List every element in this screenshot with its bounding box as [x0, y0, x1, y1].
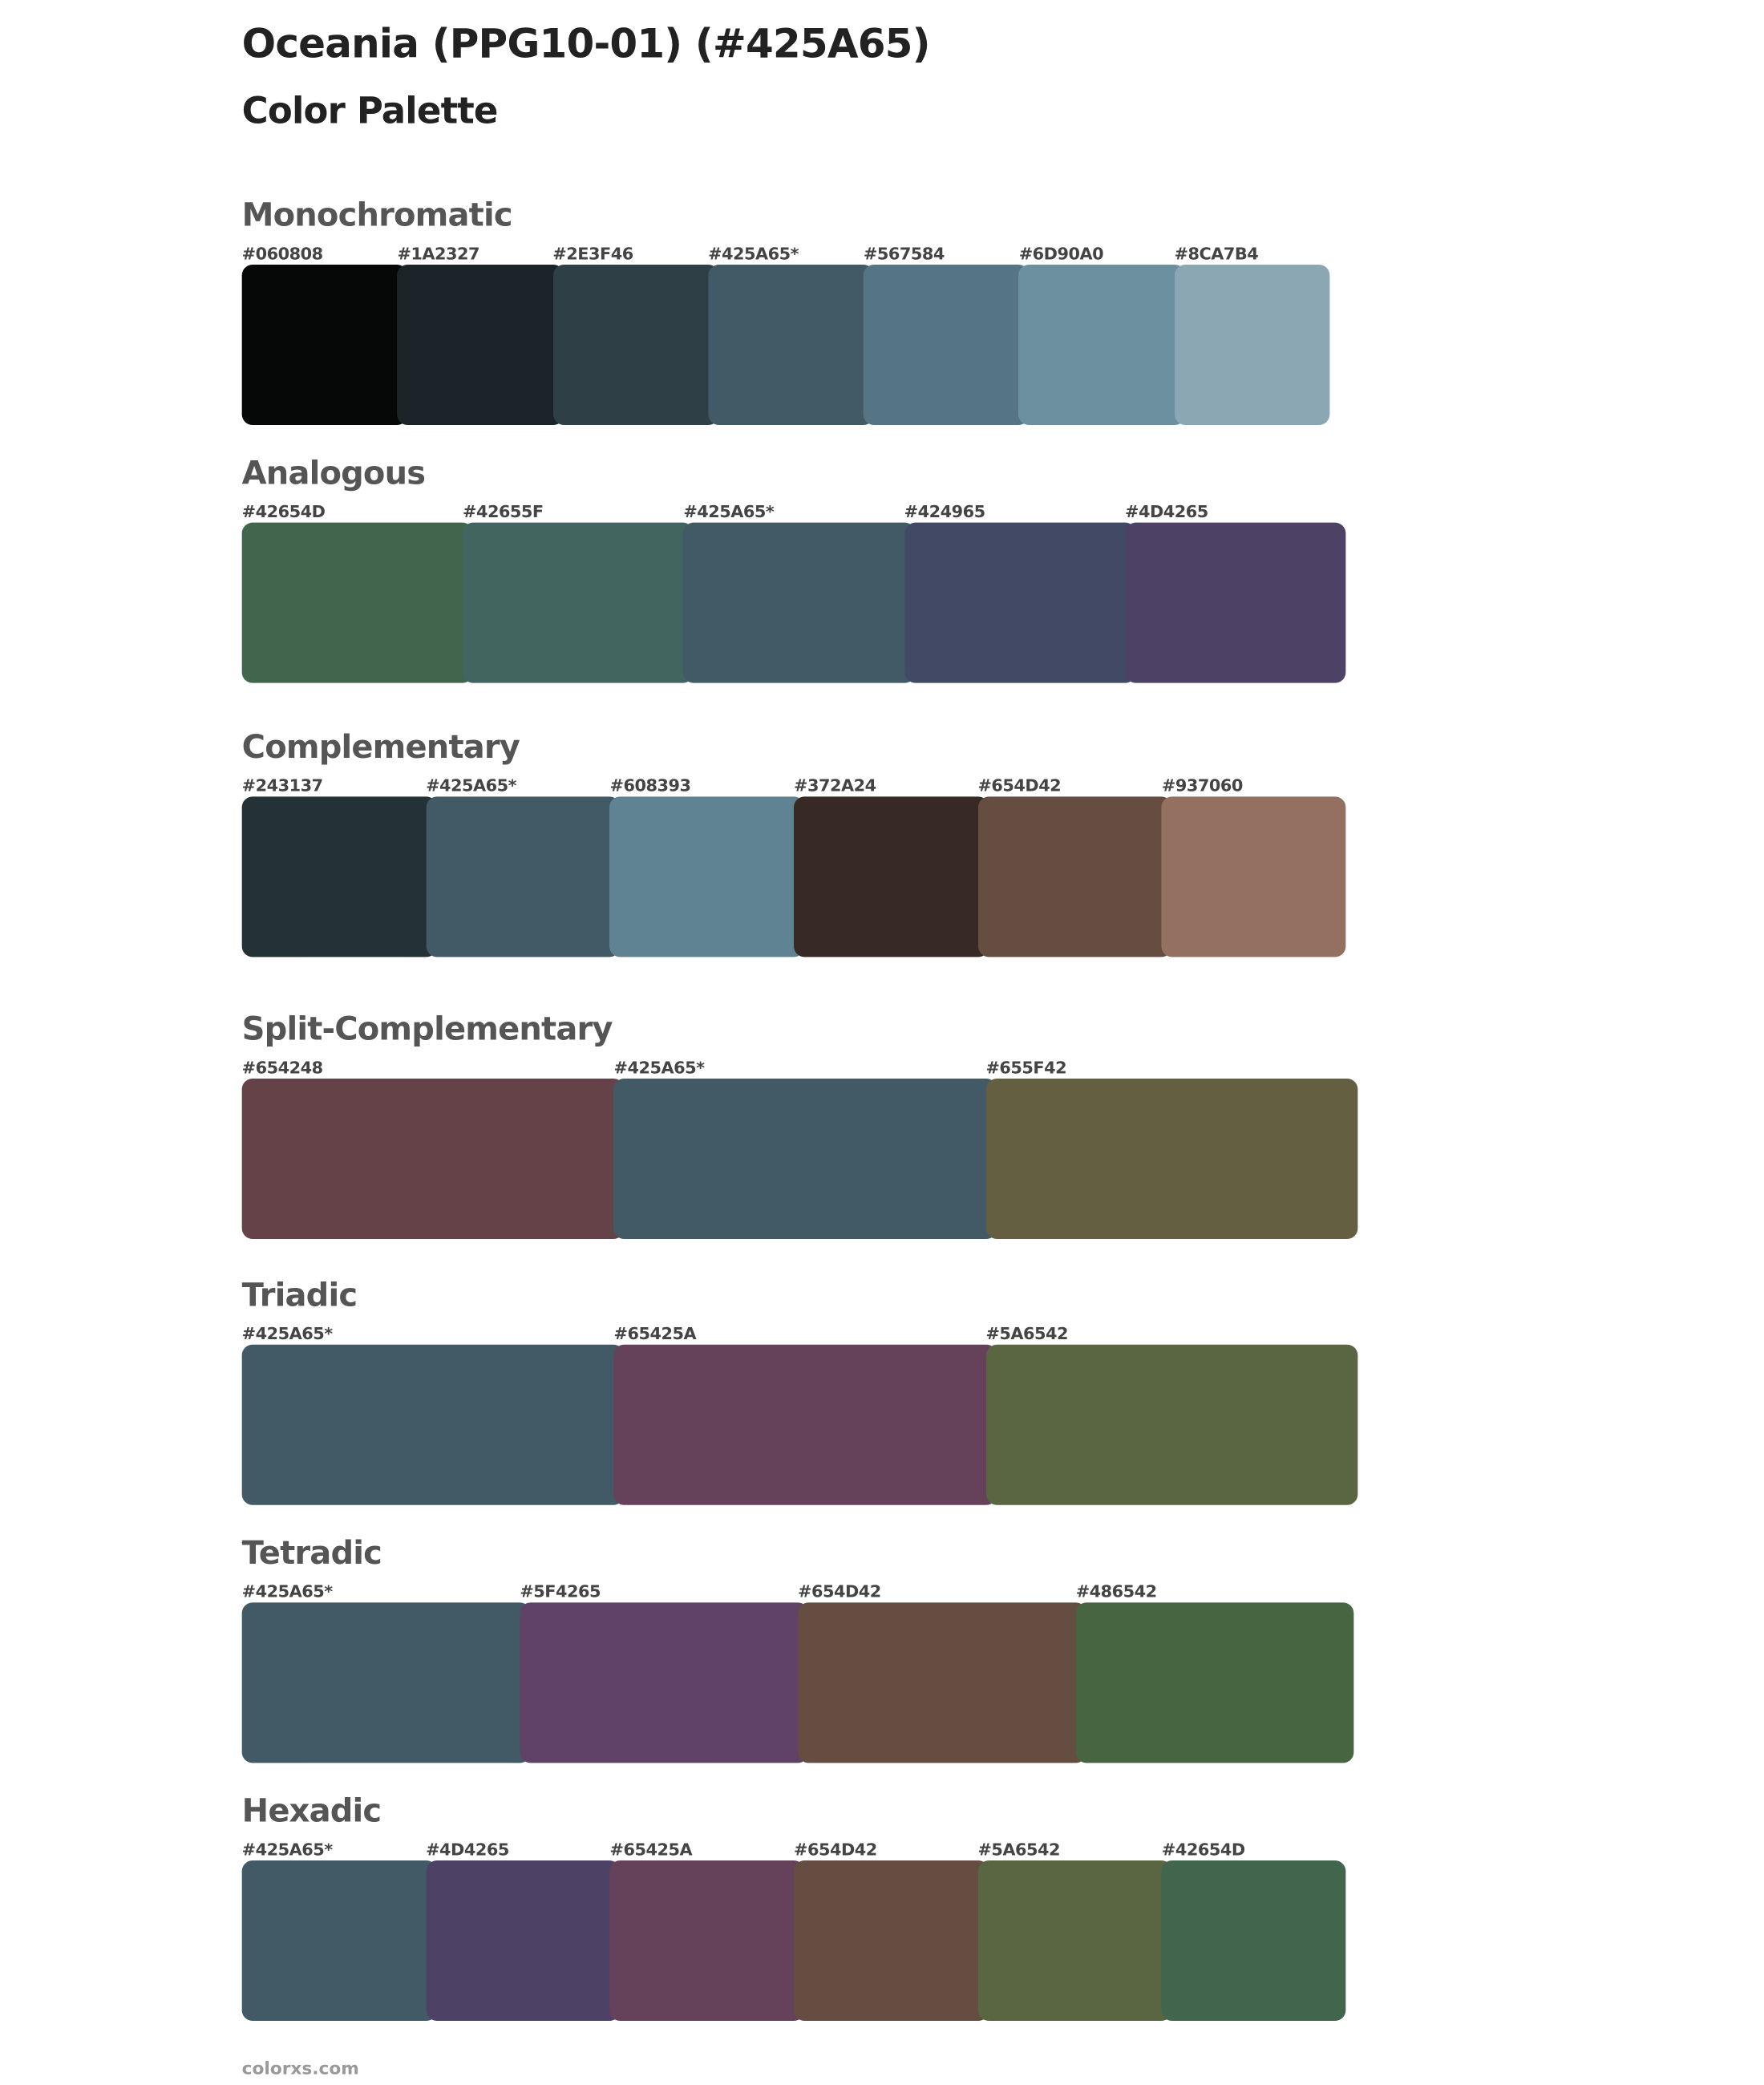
color-swatch[interactable] — [426, 796, 621, 957]
color-label: #654D42 — [794, 1839, 877, 1860]
color-swatch[interactable] — [904, 522, 1136, 683]
color-label: #425A65* — [683, 501, 775, 522]
color-label: #1A2327 — [397, 243, 480, 264]
color-swatch[interactable] — [241, 265, 408, 426]
color-label: #6D90A0 — [1018, 243, 1104, 264]
color-label: #425A65* — [241, 1323, 333, 1344]
color-swatch[interactable] — [241, 1860, 437, 2022]
color-swatch[interactable] — [708, 265, 875, 426]
color-label: #42655F — [462, 501, 544, 522]
color-label: #425A65* — [426, 775, 517, 796]
color-swatch[interactable] — [609, 796, 805, 957]
color-label: #060808 — [241, 243, 323, 264]
color-swatch[interactable] — [798, 1602, 1087, 1763]
color-swatch[interactable] — [241, 522, 474, 683]
page-subtitle: Color Palette — [241, 91, 499, 133]
page-title: Oceania (PPG10-01) (#425A65) — [241, 21, 931, 69]
color-swatch[interactable] — [241, 796, 437, 957]
color-swatch[interactable] — [977, 796, 1173, 957]
section-title: Split-Complementary — [241, 1010, 613, 1048]
color-swatch[interactable] — [241, 1079, 625, 1240]
color-label: #567584 — [863, 243, 945, 264]
color-swatch[interactable] — [794, 796, 989, 957]
color-swatch[interactable] — [1161, 796, 1346, 957]
color-label: #654248 — [241, 1057, 323, 1078]
color-swatch[interactable] — [1075, 1602, 1354, 1763]
color-label: #937060 — [1161, 775, 1243, 796]
color-swatch[interactable] — [683, 522, 915, 683]
color-label: #243137 — [241, 775, 323, 796]
footer-site-link[interactable]: colorxs.com — [241, 2059, 359, 2080]
color-swatch[interactable] — [397, 265, 564, 426]
color-label: #42654D — [241, 501, 326, 522]
color-swatch[interactable] — [520, 1602, 809, 1763]
section-title: Tetradic — [241, 1534, 382, 1573]
section-title: Hexadic — [241, 1792, 382, 1830]
color-label: #8CA7B4 — [1174, 243, 1259, 264]
color-label: #65425A — [609, 1839, 693, 1860]
color-swatch[interactable] — [1125, 522, 1346, 683]
section-title: Monochromatic — [241, 196, 513, 234]
color-swatch[interactable] — [241, 1602, 531, 1763]
color-swatch[interactable] — [462, 522, 694, 683]
color-label: #2E3F46 — [552, 243, 633, 264]
color-label: #5A6542 — [985, 1323, 1069, 1344]
color-label: #4D4265 — [1125, 501, 1208, 522]
color-swatch[interactable] — [1018, 265, 1185, 426]
color-swatch[interactable] — [1161, 1860, 1346, 2022]
color-label: #654D42 — [798, 1581, 881, 1601]
color-label: #5A6542 — [977, 1839, 1061, 1860]
color-swatch[interactable] — [977, 1860, 1173, 2022]
color-label: #424965 — [904, 501, 985, 522]
color-label: #654D42 — [977, 775, 1062, 796]
color-label: #486542 — [1075, 1581, 1157, 1601]
color-swatch[interactable] — [609, 1860, 805, 2022]
color-label: #65425A — [613, 1323, 697, 1344]
section-title: Complementary — [241, 728, 520, 767]
section-title: Analogous — [241, 454, 426, 492]
color-swatch[interactable] — [1174, 265, 1330, 426]
color-swatch[interactable] — [241, 1344, 625, 1505]
color-label: #425A65* — [613, 1057, 705, 1078]
color-swatch[interactable] — [985, 1344, 1358, 1505]
color-label: #655F42 — [985, 1057, 1067, 1078]
section-title: Triadic — [241, 1276, 358, 1314]
color-label: #372A24 — [794, 775, 876, 796]
color-label: #425A65* — [241, 1839, 333, 1860]
color-swatch[interactable] — [985, 1079, 1358, 1240]
color-label: #608393 — [609, 775, 691, 796]
color-label: #425A65* — [708, 243, 799, 264]
color-swatch[interactable] — [552, 265, 719, 426]
color-swatch[interactable] — [426, 1860, 621, 2022]
color-label: #425A65* — [241, 1581, 333, 1601]
color-swatch[interactable] — [794, 1860, 989, 2022]
color-swatch[interactable] — [613, 1079, 997, 1240]
color-label: #42654D — [1161, 1839, 1245, 1860]
color-label: #4D4265 — [426, 1839, 509, 1860]
color-label: #5F4265 — [520, 1581, 601, 1601]
color-swatch[interactable] — [863, 265, 1030, 426]
color-swatch[interactable] — [613, 1344, 997, 1505]
